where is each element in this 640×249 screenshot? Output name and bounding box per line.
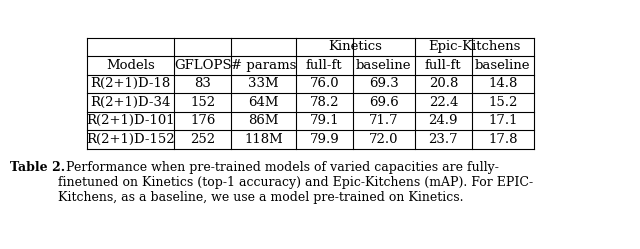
- Text: R(2+1)D-18: R(2+1)D-18: [91, 77, 171, 90]
- Text: Models: Models: [106, 59, 156, 72]
- Text: 71.7: 71.7: [369, 115, 399, 127]
- Text: 24.9: 24.9: [429, 115, 458, 127]
- Text: 17.1: 17.1: [488, 115, 518, 127]
- Text: 86M: 86M: [248, 115, 279, 127]
- Text: 64M: 64M: [248, 96, 279, 109]
- Text: full-ft: full-ft: [425, 59, 461, 72]
- Text: 76.0: 76.0: [310, 77, 339, 90]
- Text: 17.8: 17.8: [488, 133, 518, 146]
- Text: 23.7: 23.7: [429, 133, 458, 146]
- Text: 252: 252: [190, 133, 215, 146]
- Text: baseline: baseline: [475, 59, 531, 72]
- Text: 72.0: 72.0: [369, 133, 399, 146]
- Text: 83: 83: [195, 77, 211, 90]
- Text: full-ft: full-ft: [306, 59, 342, 72]
- Text: 79.9: 79.9: [309, 133, 339, 146]
- Text: Epic-Kitchens: Epic-Kitchens: [428, 40, 520, 53]
- Text: 15.2: 15.2: [488, 96, 518, 109]
- Text: 69.6: 69.6: [369, 96, 399, 109]
- Text: 22.4: 22.4: [429, 96, 458, 109]
- Text: 152: 152: [190, 96, 215, 109]
- Text: R(2+1)D-34: R(2+1)D-34: [91, 96, 171, 109]
- Text: R(2+1)D-152: R(2+1)D-152: [86, 133, 175, 146]
- Text: baseline: baseline: [356, 59, 412, 72]
- Text: 118M: 118M: [244, 133, 283, 146]
- Text: 79.1: 79.1: [310, 115, 339, 127]
- Text: 14.8: 14.8: [488, 77, 518, 90]
- Text: 69.3: 69.3: [369, 77, 399, 90]
- Text: 176: 176: [190, 115, 216, 127]
- Text: 20.8: 20.8: [429, 77, 458, 90]
- Text: Table 2.: Table 2.: [10, 161, 65, 174]
- Text: # params: # params: [231, 59, 296, 72]
- Text: 33M: 33M: [248, 77, 279, 90]
- Text: GFLOPS: GFLOPS: [174, 59, 232, 72]
- Text: Kinetics: Kinetics: [328, 40, 382, 53]
- Text: 78.2: 78.2: [310, 96, 339, 109]
- Text: R(2+1)D-101: R(2+1)D-101: [86, 115, 175, 127]
- Text: Performance when pre-trained models of varied capacities are fully-
finetuned on: Performance when pre-trained models of v…: [58, 161, 533, 204]
